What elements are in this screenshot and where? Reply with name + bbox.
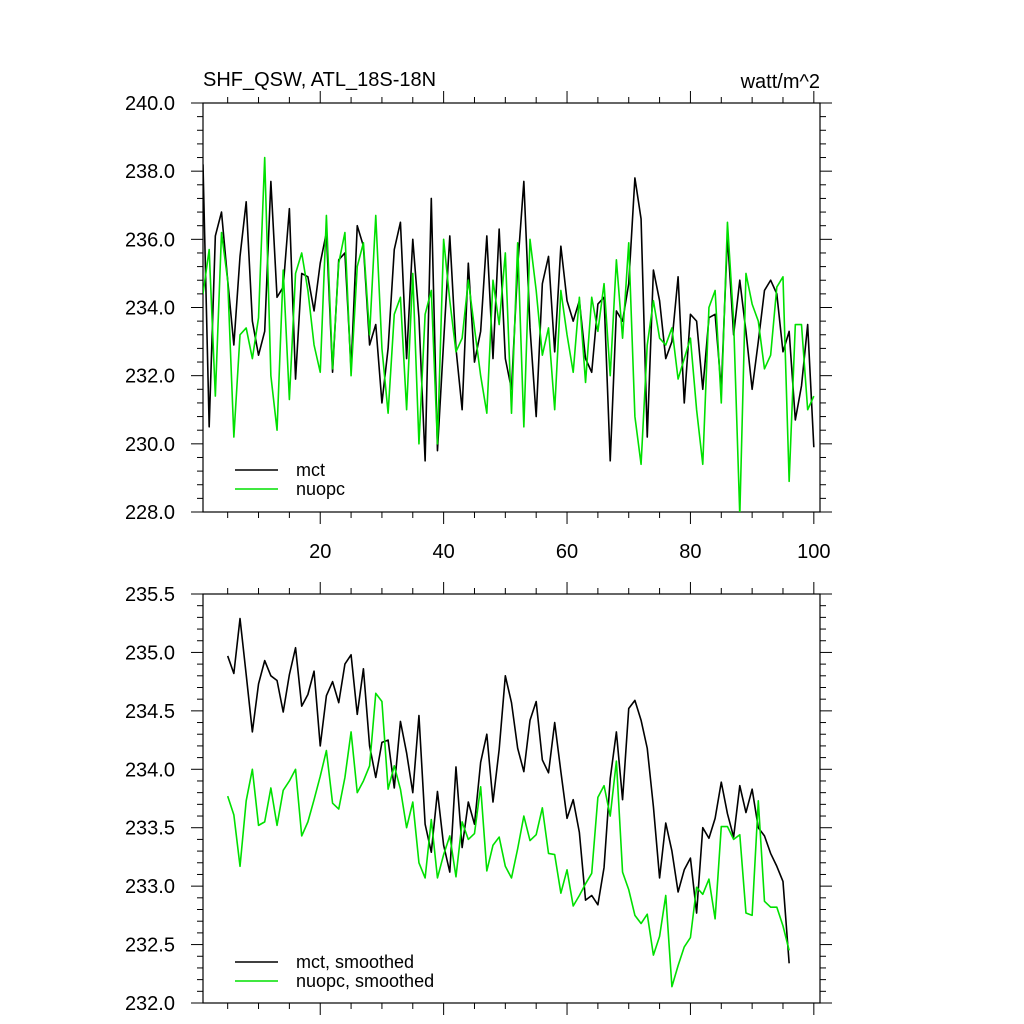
y-tick-label: 228.0 xyxy=(125,502,175,524)
top-panel: 228.0 230.0 232.0 234.0 236.0 238.0 240.0 20 40 6… xyxy=(125,91,832,563)
x-tick-label: 80 xyxy=(679,541,701,563)
bottom-panel: 232.0 232.5 233.0 233.5 234.0 234.5 235.0 235.5… xyxy=(125,582,832,1015)
legend-label: nuopc xyxy=(296,479,345,499)
legend-label: nuopc, smoothed xyxy=(296,971,434,991)
y-tick-label: 233.0 xyxy=(125,876,175,898)
y-tick-label: 232.0 xyxy=(125,366,175,388)
y-tick-label: 235.5 xyxy=(125,584,175,606)
x-tick-label: 40 xyxy=(433,541,455,563)
y-tick-label: 235.0 xyxy=(125,642,175,664)
y-tick-label: 238.0 xyxy=(125,161,175,183)
y-tick-label: 233.5 xyxy=(125,818,175,840)
series-line-nuopc-smoothed xyxy=(226,692,790,988)
y-tick-label: 232.0 xyxy=(125,993,175,1015)
x-tick-label: 60 xyxy=(556,541,578,563)
plot-frame xyxy=(202,593,821,1004)
x-tick-label: 20 xyxy=(309,541,331,563)
y-tick-label: 236.0 xyxy=(125,229,175,251)
chart-title: SHF_QSW, ATL_18S-18N xyxy=(203,69,436,91)
y-tick-label: 240.0 xyxy=(125,93,175,115)
series-line-mct-smoothed xyxy=(226,617,790,964)
y-tick-label: 230.0 xyxy=(125,434,175,456)
legend-label: mct, smoothed xyxy=(296,952,414,972)
series-line-nuopc xyxy=(203,156,815,512)
y-tick-label: 232.5 xyxy=(125,935,175,957)
y-tick-label: 234.0 xyxy=(125,759,175,781)
x-tick-label: 100 xyxy=(797,541,830,563)
y-tick-label: 234.5 xyxy=(125,701,175,723)
plot-frame xyxy=(202,102,821,513)
y-tick-label: 234.0 xyxy=(125,298,175,320)
legend-label: mct xyxy=(296,460,325,480)
units-label: watt/m^2 xyxy=(740,71,820,93)
